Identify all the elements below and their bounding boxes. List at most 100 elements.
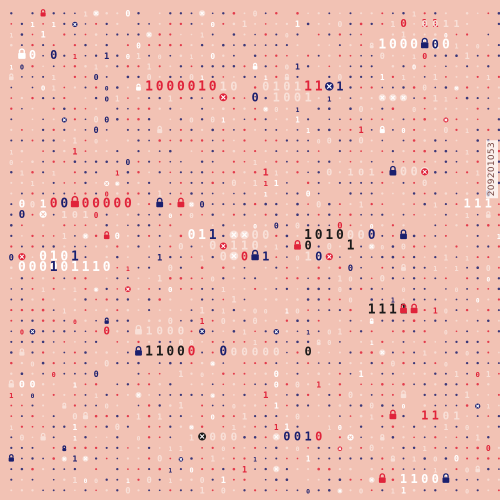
- dot-mark: [232, 446, 235, 449]
- dot-mark: [455, 330, 458, 333]
- dot-mark: [381, 393, 384, 396]
- dot-mark: [148, 383, 151, 386]
- dot-mark: [296, 266, 299, 269]
- dot-mark: [84, 446, 87, 450]
- lock-icon: [400, 390, 407, 399]
- dot-mark: [158, 139, 161, 142]
- dot-mark: [370, 361, 373, 365]
- x-circle-icon: [273, 465, 280, 473]
- dot-mark: [497, 118, 500, 121]
- binary-zero-digit: 0: [94, 114, 99, 124]
- dot-mark: [63, 277, 66, 280]
- binary-one-digit: 1: [253, 179, 258, 188]
- dot-mark: [381, 288, 384, 290]
- dot-mark: [190, 139, 193, 142]
- binary-zero-digit: 0: [221, 317, 226, 326]
- binary-one-digit: 1: [168, 446, 172, 453]
- dot-mark: [391, 75, 395, 79]
- dot-mark: [487, 298, 490, 301]
- dot-mark: [116, 478, 119, 481]
- x-circle-icon: [188, 424, 195, 430]
- dot-mark: [10, 234, 13, 238]
- binary-one-digit: 1: [304, 249, 311, 263]
- dot-mark: [413, 181, 416, 184]
- dot-mark: [328, 33, 331, 36]
- binary-zero-digit: 0: [39, 249, 47, 264]
- dot-mark: [264, 54, 267, 57]
- binary-zero-digit: 0: [188, 345, 196, 360]
- binary-one-digit: 1: [221, 307, 225, 315]
- dot-mark: [285, 203, 288, 206]
- binary-one-digit: 1: [306, 329, 310, 336]
- binary-zero-digit: 0: [72, 412, 77, 422]
- dot-mark: [434, 171, 437, 174]
- dot-mark: [253, 436, 257, 439]
- binary-one-digit: 1: [432, 17, 439, 30]
- dot-mark: [338, 436, 341, 439]
- dot-mark: [10, 139, 13, 142]
- dot-mark: [498, 351, 500, 354]
- dot-mark: [243, 75, 246, 79]
- dot-mark: [84, 33, 87, 36]
- dot-mark: [264, 213, 267, 216]
- dot-mark: [381, 383, 384, 386]
- binary-one-digit: 1: [465, 148, 469, 156]
- dot-mark: [476, 139, 479, 142]
- dot-mark: [434, 213, 437, 216]
- dot-mark: [211, 160, 214, 163]
- dot-mark: [264, 65, 267, 68]
- dot-mark: [338, 393, 342, 397]
- dot-mark: [52, 12, 55, 15]
- binary-zero-digit: 0: [348, 264, 353, 274]
- dot-mark: [233, 44, 235, 46]
- binary-zero-digit: 0: [231, 346, 238, 359]
- binary-zero-digit: 0: [317, 139, 321, 146]
- dot-mark: [105, 351, 108, 354]
- binary-zero-digit: 0: [168, 317, 173, 327]
- dot-mark: [338, 44, 341, 47]
- dot-mark: [444, 383, 448, 386]
- dot-mark: [20, 22, 24, 26]
- dot-mark: [370, 12, 373, 15]
- binary-one-digit: 1: [209, 228, 217, 243]
- dot-mark: [455, 478, 458, 481]
- lock-icon: [135, 324, 142, 335]
- dot-mark: [211, 340, 214, 343]
- dot-mark: [147, 298, 151, 301]
- x-circle-icon: [210, 361, 216, 367]
- dot-mark: [423, 266, 426, 269]
- dot-mark: [10, 86, 13, 89]
- binary-one-digit: 1: [304, 429, 311, 443]
- dot-mark: [423, 489, 426, 492]
- dot-mark: [222, 383, 225, 386]
- dot-mark: [444, 340, 447, 343]
- dot-mark: [349, 287, 352, 291]
- dot-mark: [285, 446, 289, 450]
- dot-mark: [328, 202, 331, 206]
- binary-zero-digit: 0: [274, 370, 279, 380]
- dot-mark: [63, 192, 66, 195]
- dot-mark: [423, 319, 426, 322]
- binary-one-digit: 1: [295, 20, 300, 30]
- dot-mark: [434, 351, 437, 354]
- dot-mark: [296, 298, 299, 301]
- dot-mark: [148, 139, 150, 142]
- dot-mark: [487, 107, 490, 110]
- dot-mark: [381, 213, 384, 216]
- binary-one-digit: 1: [421, 17, 428, 30]
- dot-mark: [169, 22, 172, 26]
- dot-mark: [317, 298, 320, 301]
- dot-mark: [434, 118, 437, 121]
- dot-mark: [52, 319, 55, 322]
- dot-mark: [84, 340, 87, 343]
- dot-mark: [254, 150, 257, 153]
- dot-mark: [137, 65, 140, 68]
- dot-mark: [413, 97, 415, 99]
- dot-mark: [116, 330, 119, 333]
- dot-mark: [95, 468, 98, 471]
- dot-mark: [381, 203, 384, 205]
- binary-zero-digit: 0: [443, 409, 450, 422]
- dot-mark: [307, 54, 310, 57]
- dot-mark: [466, 277, 469, 280]
- dot-mark: [232, 54, 235, 57]
